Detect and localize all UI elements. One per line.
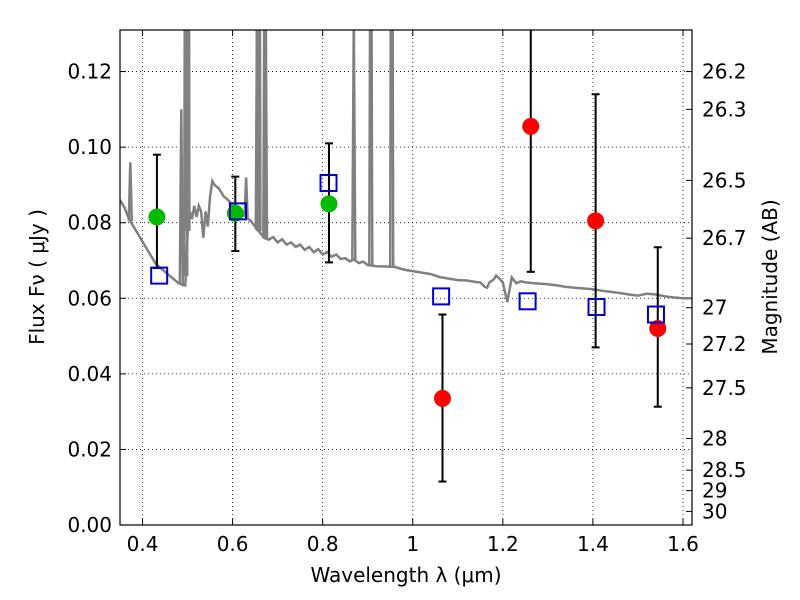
magnitude-tick-label: 26.7: [702, 226, 747, 250]
y-tick-label: 0.08: [67, 211, 112, 235]
magnitude-tick-label: 30: [702, 499, 727, 523]
x-axis: 0.4 0.6 0.8 1 1.2 1.4 1.6: [127, 30, 699, 556]
x-tick-label: 1.2: [487, 532, 519, 556]
data-point: [433, 389, 451, 407]
emission-line: [368, 30, 374, 266]
magnitude-tick-label: 26.3: [702, 97, 747, 121]
emission-line: [351, 30, 357, 260]
plot-area: [120, 30, 692, 483]
magnitude-tick-label: 27: [702, 296, 727, 320]
y-tick-label: 0.06: [67, 286, 112, 310]
x-axis-label: Wavelength λ (μm): [310, 563, 501, 587]
magnitude-tick-label: 26.5: [702, 168, 747, 192]
emission-line: [178, 109, 185, 285]
emission-line: [127, 162, 134, 222]
model-photometry-point: [587, 297, 606, 316]
y-axis: 0.00 0.02 0.04 0.06 0.08 0.10 0.12: [67, 60, 126, 537]
data-point: [148, 208, 166, 226]
magnitude-tick-label: 28.5: [702, 458, 747, 482]
model-spectrum-line: [120, 177, 692, 303]
x-tick-label: 1: [406, 532, 419, 556]
model-photometry-point: [432, 287, 451, 306]
x-tick-label: 0.8: [307, 532, 339, 556]
model-photometry-point: [518, 292, 537, 311]
magnitude-tick-label: 26.2: [702, 60, 747, 84]
model-photometry-point: [646, 305, 665, 324]
magnitude-tick-label: 27.5: [702, 376, 747, 400]
y-tick-label: 0.00: [67, 513, 112, 537]
grid: [120, 30, 692, 526]
model-photometry-point: [150, 266, 169, 285]
data-point: [649, 320, 667, 338]
y-tick-label: 0.12: [67, 60, 112, 84]
magnitude-tick-label: 27.2: [702, 332, 747, 356]
x-tick-label: 1.6: [667, 532, 699, 556]
y-tick-label: 0.10: [67, 135, 112, 159]
model-photometry-point: [229, 202, 248, 221]
data-point: [320, 195, 338, 213]
emission-line: [262, 30, 269, 239]
magnitude-tick-label: 28: [702, 426, 727, 450]
y-axis-label: Flux Fν ( μJy ): [25, 209, 49, 345]
data-point: [587, 212, 605, 230]
y2-axis-label: Magnitude (AB): [758, 199, 782, 354]
magnitude-tick-label: 29: [702, 479, 727, 503]
model-photometry-point: [319, 174, 338, 193]
plot-frame: [119, 29, 693, 526]
data-point: [522, 117, 540, 135]
data-point: [226, 204, 244, 222]
emission-line: [388, 30, 395, 267]
y-tick-label: 0.04: [67, 362, 112, 386]
x-tick-label: 0.6: [217, 532, 249, 556]
x-tick-label: 0.4: [127, 532, 159, 556]
x-tick-label: 1.4: [577, 532, 609, 556]
y-tick-label: 0.02: [67, 437, 112, 461]
